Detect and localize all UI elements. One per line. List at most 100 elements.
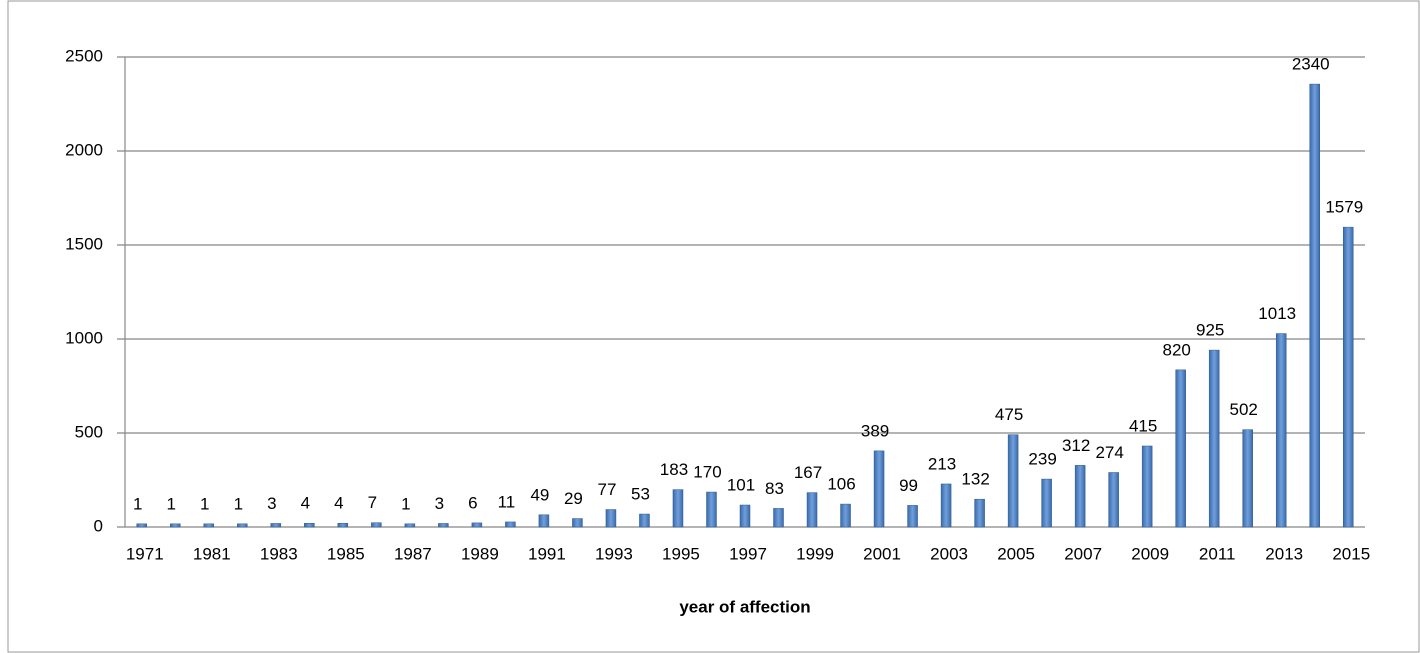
bar	[1175, 369, 1186, 528]
x-tick-label: 1981	[193, 544, 231, 563]
bar	[203, 523, 215, 528]
bar	[304, 522, 315, 528]
y-tick-label: 1000	[65, 328, 103, 347]
data-label: 106	[827, 475, 855, 494]
bar	[974, 498, 985, 528]
x-tick-label: 2009	[1131, 544, 1169, 563]
bar	[136, 523, 148, 528]
bar	[1208, 349, 1220, 528]
data-label: 4	[301, 494, 310, 513]
bar	[840, 503, 851, 528]
y-tick-label: 2500	[65, 46, 103, 65]
bar	[605, 509, 617, 528]
bar	[1309, 83, 1320, 528]
data-label: 11	[498, 492, 516, 511]
data-label: 99	[899, 476, 918, 495]
data-label: 49	[530, 485, 549, 504]
data-label: 415	[1129, 416, 1157, 435]
data-label: 132	[961, 470, 989, 489]
x-tick-label: 2007	[1064, 544, 1102, 563]
data-label: 1579	[1325, 198, 1363, 217]
data-label: 83	[765, 479, 784, 498]
data-label: 1	[234, 494, 243, 513]
bar	[672, 489, 684, 528]
data-label: 7	[368, 493, 377, 512]
data-label: 29	[564, 489, 583, 508]
x-tick-label: 2015	[1332, 544, 1370, 563]
bar	[873, 450, 885, 528]
data-label: 475	[995, 405, 1023, 424]
data-label: 3	[435, 494, 444, 513]
y-tick-label: 2000	[65, 140, 103, 159]
bar	[1074, 465, 1086, 528]
chart-border	[7, 0, 1420, 653]
x-tick-label: 2013	[1265, 544, 1303, 563]
bar	[572, 518, 583, 528]
bar	[337, 522, 349, 528]
x-tick-label: 1989	[461, 544, 499, 563]
data-label: 502	[1230, 400, 1258, 419]
bar	[471, 522, 483, 528]
x-tick-label: 1991	[528, 544, 566, 563]
data-label: 3	[267, 494, 276, 513]
x-tick-label: 2003	[930, 544, 968, 563]
data-label: 53	[631, 485, 650, 504]
bar	[237, 523, 248, 528]
data-label: 239	[1028, 450, 1056, 469]
data-label: 213	[928, 454, 956, 473]
bar	[404, 523, 416, 528]
x-tick-label: 2011	[1199, 544, 1236, 563]
bar	[806, 492, 818, 528]
data-label: 312	[1062, 436, 1090, 455]
bar	[907, 505, 918, 528]
data-label: 101	[727, 475, 755, 494]
y-tick-label: 1500	[65, 234, 103, 253]
data-label: 1	[200, 494, 209, 513]
x-axis-title: year of affection	[679, 597, 810, 616]
bar	[170, 523, 181, 528]
data-label: 167	[794, 463, 822, 482]
bar	[1242, 429, 1253, 528]
bar	[1342, 226, 1354, 528]
bar	[773, 508, 784, 528]
x-tick-label: 1995	[662, 544, 700, 563]
bar	[940, 483, 952, 528]
bar	[1041, 478, 1052, 528]
bar	[1275, 333, 1287, 528]
x-tick-label: 1997	[729, 544, 767, 563]
bar	[1007, 434, 1019, 528]
bar	[270, 523, 282, 528]
data-label: 4	[334, 494, 343, 513]
bar	[706, 491, 717, 528]
bar	[1108, 472, 1119, 528]
bar	[505, 521, 516, 528]
data-label: 170	[693, 463, 721, 482]
bar	[739, 504, 751, 528]
x-tick-label: 1983	[260, 544, 298, 563]
bar	[538, 514, 550, 528]
bar	[438, 523, 449, 528]
bar	[1141, 445, 1153, 528]
bar	[639, 513, 650, 528]
y-tick-label: 0	[94, 516, 103, 535]
data-label: 1	[401, 494, 410, 513]
data-label: 1	[167, 494, 176, 513]
data-label: 183	[660, 460, 688, 479]
y-tick-label: 500	[75, 422, 103, 441]
data-label: 2340	[1292, 55, 1330, 74]
data-label: 6	[468, 493, 477, 512]
x-tick-label: 2001	[863, 544, 901, 563]
x-tick-label: 1985	[327, 544, 365, 563]
data-label: 820	[1162, 340, 1190, 359]
bar	[371, 522, 382, 528]
x-tick-label: 1999	[796, 544, 834, 563]
data-label: 77	[597, 480, 616, 499]
data-label: 1	[133, 494, 142, 513]
x-tick-label: 1987	[394, 544, 432, 563]
data-label: 1013	[1258, 304, 1296, 323]
x-tick-label: 1993	[595, 544, 633, 563]
data-label: 389	[861, 421, 889, 440]
x-tick-label: 2005	[997, 544, 1035, 563]
